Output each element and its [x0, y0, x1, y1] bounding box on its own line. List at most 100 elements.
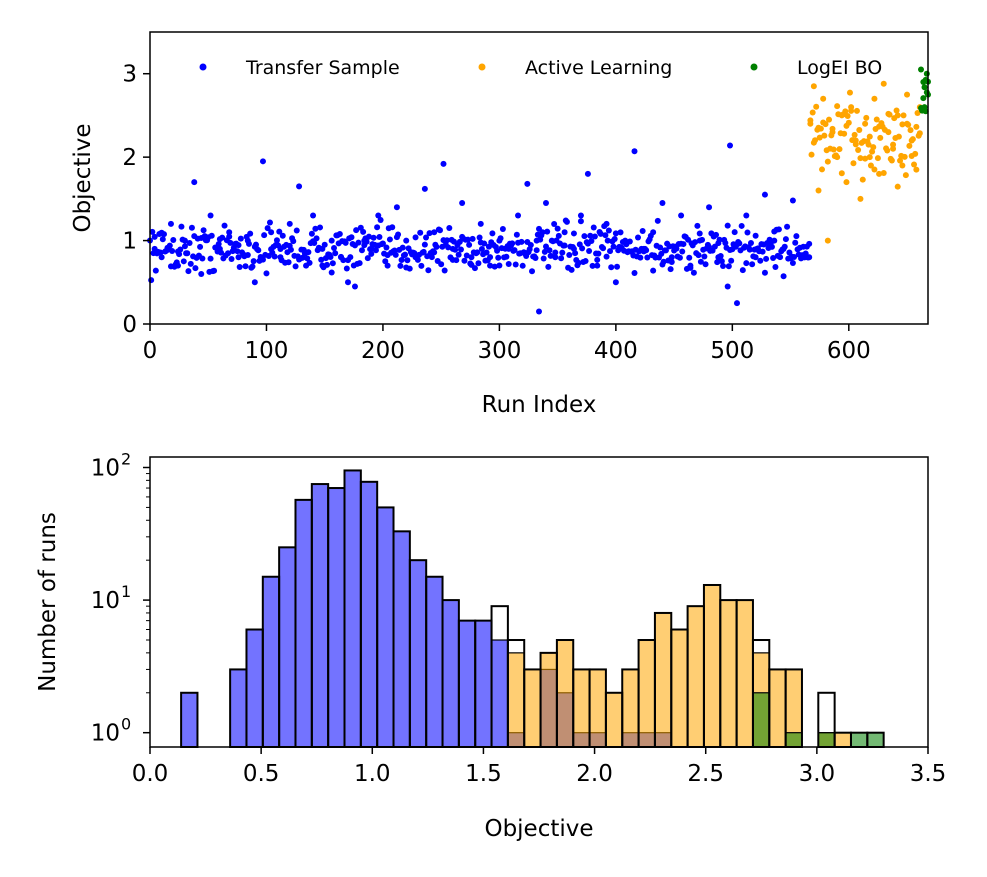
point-transfer-sample — [464, 236, 471, 243]
point-transfer-sample — [650, 267, 657, 274]
point-active-learning — [899, 121, 906, 128]
point-transfer-sample — [255, 247, 262, 254]
point-transfer-sample — [761, 191, 768, 198]
histogram-x-ticks: 0.0 0.5 1.0 1.5 2.0 2.5 3.0 3.5 — [132, 747, 947, 787]
point-transfer-sample — [412, 234, 419, 241]
point-transfer-sample — [738, 222, 745, 229]
point-active-learning — [904, 120, 911, 127]
point-transfer-sample — [305, 249, 312, 256]
point-transfer-sample — [167, 220, 174, 227]
point-transfer-sample — [244, 237, 251, 244]
point-active-learning — [873, 116, 880, 123]
point-transfer-sample — [524, 180, 531, 187]
point-transfer-sample — [370, 234, 377, 241]
point-transfer-sample — [777, 254, 784, 261]
point-transfer-sample — [365, 233, 372, 240]
point-transfer-sample — [226, 229, 233, 236]
point-transfer-sample — [789, 259, 796, 266]
point-active-learning — [808, 151, 815, 158]
x-tick-label: 200 — [361, 338, 405, 364]
bar-logei-bo — [752, 692, 770, 748]
bar-transfer-sample — [392, 530, 411, 748]
point-active-learning — [871, 95, 878, 102]
point-transfer-sample — [731, 229, 738, 236]
scatter-legend: Transfer Sample Active Learning LogEI BO — [199, 57, 882, 79]
bar-active-learning — [768, 668, 787, 748]
scatter-panel: 0 100 200 300 400 500 600 0 1 2 3 Run Index Objec… — [70, 31, 931, 418]
point-transfer-sample — [446, 225, 453, 232]
point-transfer-sample — [438, 261, 445, 268]
point-active-learning — [844, 113, 851, 120]
point-transfer-sample — [577, 218, 584, 225]
point-transfer-sample — [318, 256, 325, 263]
point-active-learning — [850, 160, 857, 167]
point-active-learning — [848, 104, 855, 111]
point-transfer-sample — [242, 263, 249, 270]
point-transfer-sample — [453, 257, 460, 264]
point-active-learning — [901, 153, 908, 160]
point-transfer-sample — [727, 142, 734, 149]
point-transfer-sample — [513, 231, 520, 238]
point-transfer-sample — [496, 262, 503, 269]
point-active-learning — [876, 170, 883, 177]
point-transfer-sample — [440, 160, 447, 167]
point-transfer-sample — [375, 212, 382, 219]
point-transfer-sample — [377, 216, 384, 223]
point-active-learning — [900, 112, 907, 119]
point-transfer-sample — [353, 227, 360, 234]
point-transfer-sample — [631, 269, 638, 276]
x-tick-label: 2.5 — [687, 761, 724, 787]
y-tick-label: 10 — [91, 588, 120, 614]
point-active-learning — [894, 183, 901, 190]
point-transfer-sample — [364, 255, 371, 262]
point-transfer-sample — [594, 262, 601, 269]
point-transfer-sample — [706, 204, 713, 211]
bar-transfer-sample — [458, 620, 476, 748]
point-active-learning — [852, 137, 859, 144]
point-transfer-sample — [743, 260, 750, 267]
point-transfer-sample — [177, 246, 184, 253]
point-transfer-sample — [310, 212, 317, 219]
point-transfer-sample — [344, 279, 351, 286]
point-active-learning — [912, 150, 919, 157]
point-transfer-sample — [151, 245, 158, 252]
point-transfer-sample — [433, 243, 440, 250]
histogram-axes-frame — [149, 456, 929, 748]
point-transfer-sample — [591, 233, 598, 240]
point-transfer-sample — [544, 228, 551, 235]
point-logei-bo — [918, 66, 925, 73]
point-transfer-sample — [475, 260, 482, 267]
point-transfer-sample — [716, 236, 723, 243]
point-transfer-sample — [149, 228, 156, 235]
point-active-learning — [862, 155, 869, 162]
point-transfer-sample — [695, 252, 702, 259]
point-transfer-sample — [237, 235, 244, 242]
x-tick-label: 0.0 — [132, 761, 169, 787]
point-transfer-sample — [221, 222, 228, 229]
point-active-learning — [908, 137, 915, 144]
point-transfer-sample — [806, 254, 813, 261]
point-transfer-sample — [566, 252, 573, 259]
point-active-learning — [877, 134, 884, 141]
point-transfer-sample — [303, 262, 310, 269]
point-transfer-sample — [696, 230, 703, 237]
y-tick-label: 10 — [91, 721, 120, 747]
point-transfer-sample — [287, 246, 294, 253]
x-tick-label: 3.5 — [910, 761, 947, 787]
point-transfer-sample — [461, 257, 468, 264]
point-transfer-sample — [487, 254, 494, 261]
point-transfer-sample — [431, 229, 438, 236]
point-transfer-sample — [376, 234, 383, 241]
point-transfer-sample — [722, 239, 729, 246]
point-transfer-sample — [259, 256, 266, 263]
point-transfer-sample — [466, 241, 473, 248]
point-transfer-sample — [631, 148, 638, 155]
point-transfer-sample — [542, 200, 549, 207]
point-transfer-sample — [590, 224, 597, 231]
point-transfer-sample — [768, 243, 775, 250]
point-active-learning — [807, 120, 814, 127]
point-transfer-sample — [311, 239, 318, 246]
bar-transfer-sample — [490, 639, 509, 748]
x-tick-label: 400 — [594, 338, 638, 364]
